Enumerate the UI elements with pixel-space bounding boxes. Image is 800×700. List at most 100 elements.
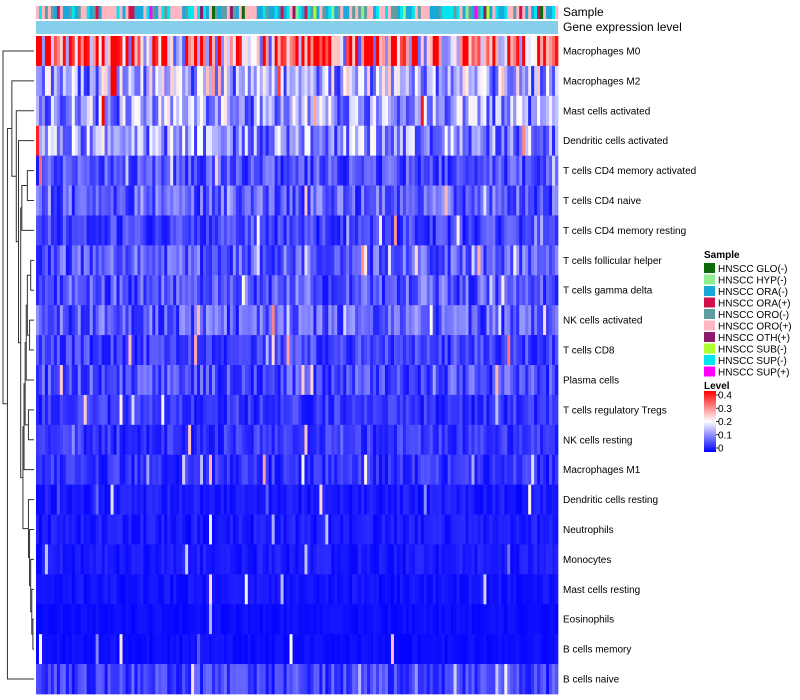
heatmap-cell <box>373 275 377 306</box>
heatmap-cell <box>507 454 511 485</box>
heatmap-cell <box>513 634 517 665</box>
heatmap-cell <box>289 185 293 216</box>
heatmap-cell <box>370 185 374 216</box>
heatmap-cell <box>382 514 386 545</box>
heatmap-cell <box>179 305 183 336</box>
heatmap-cell <box>462 36 466 67</box>
heatmap-cell <box>65 394 70 426</box>
heatmap-cell <box>179 664 183 695</box>
heatmap-cell <box>501 95 505 127</box>
heatmap-cell <box>247 514 252 545</box>
heatmap-cell <box>390 95 395 127</box>
heatmap-cell <box>292 155 296 186</box>
heatmap-cell <box>441 275 445 306</box>
heatmap-cell <box>149 574 153 605</box>
heatmap-cell <box>173 454 177 485</box>
heatmap-cell <box>197 335 201 366</box>
heatmap-cell <box>104 664 108 695</box>
heatmap-cell <box>486 125 490 156</box>
heatmap-cell <box>149 245 153 276</box>
heatmap-cell <box>164 36 168 67</box>
heatmap-cell <box>525 454 529 485</box>
heatmap-cell <box>232 95 237 127</box>
heatmap-cell <box>158 664 162 695</box>
heatmap-cell <box>358 514 362 545</box>
heatmap-cell <box>417 215 422 246</box>
heatmap-cell <box>450 544 454 575</box>
heatmap-cell <box>143 275 147 306</box>
heatmap-cell <box>209 215 213 246</box>
heatmap-cell <box>304 544 308 575</box>
heatmap-cell <box>262 305 267 336</box>
heatmap-cell <box>217 544 222 575</box>
heatmap-cell <box>265 424 270 456</box>
heatmap-cell <box>519 245 523 276</box>
heatmap-cell <box>337 185 341 216</box>
heatmap-cell <box>131 454 135 485</box>
heatmap-cell <box>298 424 302 456</box>
heatmap-cell <box>384 245 389 276</box>
heatmap-cell <box>340 664 344 695</box>
heatmap-cell <box>405 514 410 545</box>
heatmap-cell <box>170 484 174 515</box>
heatmap-cell <box>232 514 237 545</box>
heatmap-cell <box>83 544 88 575</box>
heatmap-cell <box>396 484 401 515</box>
heatmap-cell <box>331 604 335 635</box>
heatmap-cell <box>56 185 61 216</box>
heatmap-cell <box>44 574 49 605</box>
heatmap-cell <box>298 335 302 366</box>
heatmap-cell <box>214 664 219 695</box>
heatmap-cell <box>540 365 544 396</box>
heatmap-cell <box>262 245 267 276</box>
heatmap-cell <box>107 155 111 186</box>
heatmap-cell <box>423 544 428 575</box>
heatmap-cell <box>104 604 108 635</box>
heatmap-cell <box>53 305 58 336</box>
heatmap-cell <box>331 155 335 186</box>
heatmap-cell <box>543 95 547 127</box>
heatmap-cell <box>304 365 308 396</box>
heatmap-cell <box>185 454 189 485</box>
heatmap-cell <box>465 36 469 67</box>
heatmap-cell <box>71 65 76 97</box>
heatmap-cell <box>197 95 201 127</box>
heatmap-cell <box>170 365 174 396</box>
heatmap-cell <box>546 125 550 156</box>
heatmap-cell <box>328 275 332 306</box>
heatmap-cell <box>146 664 150 695</box>
heatmap-cell <box>140 454 144 485</box>
heatmap-cell <box>402 305 407 336</box>
heatmap-cell <box>477 514 481 545</box>
heatmap-cell <box>185 634 189 665</box>
heatmap-cell <box>220 604 225 635</box>
heatmap-cell <box>38 664 43 695</box>
heatmap-cell <box>399 36 404 67</box>
heatmap-cell <box>417 65 422 97</box>
heatmap-cell <box>465 65 469 97</box>
sample-annotation-cell <box>361 6 365 19</box>
heatmap-cell <box>226 514 231 545</box>
heatmap-cell <box>399 454 404 485</box>
heatmap-cell <box>206 484 210 515</box>
heatmap-cell <box>235 544 240 575</box>
heatmap-cell <box>98 454 102 485</box>
heatmap-cell <box>229 125 234 156</box>
heatmap-cell <box>149 155 153 186</box>
heatmap-cell <box>367 275 371 306</box>
heatmap-cell <box>80 574 85 605</box>
heatmap-cell <box>349 245 353 276</box>
heatmap-cell <box>59 275 64 306</box>
heatmap-cell <box>459 574 463 605</box>
heatmap-cell <box>140 604 144 635</box>
heatmap-cell <box>274 95 278 127</box>
heatmap-cell <box>89 574 94 605</box>
heatmap-cell <box>468 424 472 456</box>
heatmap-cell <box>474 394 478 426</box>
heatmap-cell <box>459 65 463 97</box>
heatmap-cell <box>361 275 365 306</box>
heatmap-cell <box>265 484 270 515</box>
heatmap-cell <box>516 36 520 67</box>
heatmap-cell <box>498 245 502 276</box>
heatmap-cell <box>492 275 496 306</box>
